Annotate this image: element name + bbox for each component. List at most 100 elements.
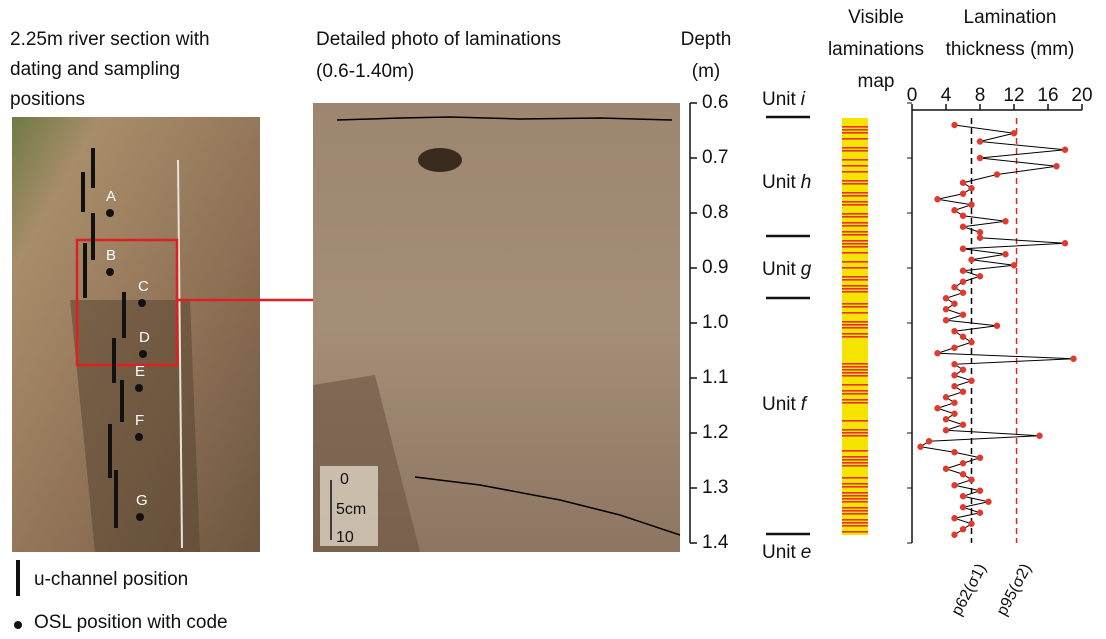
unit-letter: g bbox=[801, 259, 812, 280]
thickness-point bbox=[951, 361, 958, 368]
map-stripe bbox=[842, 252, 868, 254]
y-tick-label: 1.1 bbox=[702, 367, 728, 388]
osl-point bbox=[106, 268, 114, 276]
unit-letter: e bbox=[801, 542, 812, 563]
map-stripe bbox=[842, 393, 868, 395]
map-stripe bbox=[842, 165, 868, 167]
thickness-point bbox=[951, 121, 958, 129]
map-stripe bbox=[842, 159, 868, 161]
section-title: dating and sampling bbox=[10, 59, 180, 80]
scale-label: 0 bbox=[340, 471, 349, 488]
map-stripe bbox=[842, 195, 868, 197]
osl-code: G bbox=[136, 492, 148, 509]
legend-osl-symbol bbox=[14, 621, 22, 629]
thickness-point bbox=[976, 487, 984, 494]
thickness-point bbox=[951, 531, 958, 538]
map-stripe bbox=[842, 246, 868, 248]
map-stripe bbox=[842, 390, 868, 392]
map-stripe bbox=[842, 231, 868, 233]
thickness-point bbox=[951, 372, 958, 379]
osl-code: E bbox=[135, 363, 145, 380]
map-stripe bbox=[842, 183, 868, 185]
thickness-point bbox=[976, 273, 984, 280]
map-title: laminations bbox=[828, 39, 924, 60]
thickness-point bbox=[951, 449, 958, 456]
thickness-point bbox=[968, 520, 975, 527]
map-stripe bbox=[842, 324, 868, 326]
thickness-point bbox=[1036, 432, 1043, 439]
map-stripe bbox=[842, 288, 868, 290]
thickness-point bbox=[925, 438, 933, 445]
thickness-point bbox=[951, 410, 958, 417]
osl-point bbox=[138, 299, 146, 307]
y-tick-label: 1.2 bbox=[702, 422, 728, 443]
thickness-point bbox=[951, 284, 958, 291]
thickness-point bbox=[993, 171, 1001, 178]
thickness-point bbox=[951, 383, 958, 390]
osl-point bbox=[135, 384, 143, 392]
map-stripe bbox=[842, 138, 868, 140]
thickness-point bbox=[942, 317, 950, 324]
thickness-point bbox=[959, 526, 967, 533]
thickness-point bbox=[942, 394, 950, 401]
map-stripe bbox=[842, 321, 868, 323]
thickness-point bbox=[1010, 130, 1018, 137]
thickness-point bbox=[934, 405, 941, 412]
reference-label: p62(σ1) bbox=[949, 561, 990, 619]
map-stripe bbox=[842, 204, 868, 206]
scale-box bbox=[320, 466, 378, 546]
thickness-point bbox=[1061, 146, 1069, 153]
x-tick-label: 4 bbox=[941, 85, 952, 106]
y-axis-title: (m) bbox=[692, 61, 720, 82]
thickness-point bbox=[1053, 163, 1060, 170]
map-title: map bbox=[858, 71, 895, 92]
map-stripe bbox=[842, 435, 868, 437]
x-axis-title: Lamination bbox=[964, 7, 1057, 28]
thickness-point bbox=[951, 328, 958, 335]
thickness-point bbox=[959, 179, 967, 186]
x-tick-label: 20 bbox=[1071, 85, 1092, 106]
x-tick-label: 16 bbox=[1037, 85, 1058, 106]
thickness-point bbox=[976, 154, 984, 162]
upper-boundary bbox=[336, 116, 673, 121]
map-stripe bbox=[842, 336, 868, 338]
osl-point bbox=[135, 433, 143, 441]
osl-point bbox=[136, 513, 144, 521]
thickness-point bbox=[959, 223, 967, 230]
thickness-point bbox=[959, 311, 967, 318]
trench bbox=[70, 300, 200, 552]
thickness-point bbox=[968, 377, 975, 384]
legend-u-channel: u-channel position bbox=[34, 569, 188, 590]
map-stripe bbox=[842, 303, 868, 305]
section-title: positions bbox=[10, 89, 85, 110]
unit-name: Unit bbox=[762, 394, 797, 415]
map-stripe bbox=[842, 261, 868, 263]
map-stripe bbox=[842, 129, 868, 131]
lower-boundary bbox=[414, 476, 681, 536]
thickness-point bbox=[934, 350, 941, 357]
map-stripe bbox=[842, 456, 868, 458]
y-axis-title: Depth bbox=[681, 29, 732, 50]
thickness-point bbox=[951, 207, 958, 214]
thickness-point bbox=[959, 421, 967, 428]
map-stripe bbox=[842, 147, 868, 149]
hole bbox=[418, 148, 462, 172]
thickness-point bbox=[942, 416, 950, 423]
unit-label: Unit f bbox=[762, 394, 808, 415]
thickness-point bbox=[1061, 240, 1069, 247]
map-stripe bbox=[842, 279, 868, 281]
map-stripe bbox=[842, 267, 868, 269]
thickness-point bbox=[959, 493, 967, 500]
thickness-point bbox=[985, 498, 992, 505]
map-stripe bbox=[842, 312, 868, 314]
unit-label: Unit e bbox=[762, 542, 811, 563]
map-stripe bbox=[842, 222, 868, 224]
map-stripe bbox=[842, 240, 868, 242]
unit-name: Unit bbox=[762, 172, 797, 193]
map-stripe bbox=[842, 429, 868, 431]
x-tick-label: 12 bbox=[1003, 85, 1024, 106]
thickness-line bbox=[919, 124, 1074, 536]
map-stripe bbox=[842, 366, 868, 368]
osl-code: A bbox=[106, 188, 116, 205]
